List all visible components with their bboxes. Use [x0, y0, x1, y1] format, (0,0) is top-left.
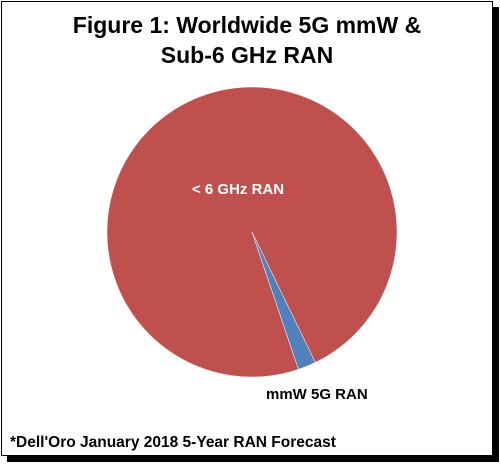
chart-title-line-2: Sub-6 GHz RAN	[160, 42, 334, 68]
chart-frame: Figure 1: Worldwide 5G mmW & Sub-6 GHz R…	[1, 1, 493, 456]
chart-title-line-1: Figure 1: Worldwide 5G mmW &	[72, 12, 422, 38]
pie-slice-mmw	[251, 231, 316, 370]
pie-chart: < 6 GHz RAN mmW 5G RAN	[106, 86, 398, 403]
slice-label-mmw: mmW 5G RAN	[266, 386, 368, 403]
source-footnote: *Dell'Oro January 2018 5-Year RAN Foreca…	[10, 434, 336, 451]
chart-title: Figure 1: Worldwide 5G mmW & Sub-6 GHz R…	[2, 10, 492, 70]
slice-label-sub6: < 6 GHz RAN	[192, 181, 284, 198]
